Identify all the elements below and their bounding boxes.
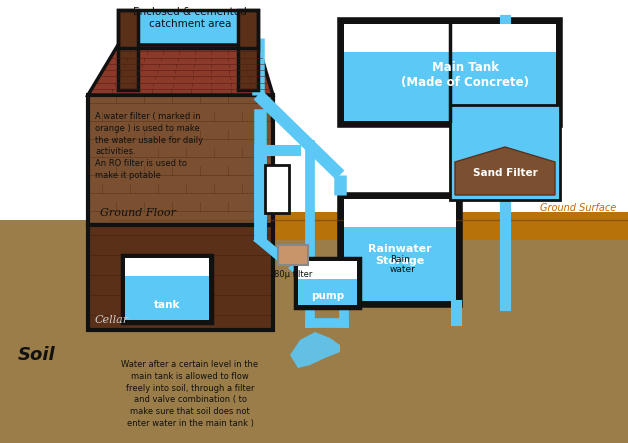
FancyBboxPatch shape: [238, 10, 258, 90]
Polygon shape: [290, 332, 340, 368]
FancyBboxPatch shape: [118, 10, 138, 90]
FancyBboxPatch shape: [0, 220, 628, 443]
Text: 80μ filter: 80μ filter: [274, 270, 312, 279]
FancyBboxPatch shape: [344, 227, 456, 301]
FancyBboxPatch shape: [344, 24, 556, 52]
FancyBboxPatch shape: [344, 199, 456, 227]
FancyBboxPatch shape: [88, 225, 273, 330]
FancyBboxPatch shape: [450, 105, 560, 200]
Text: Water after a certain level in the
main tank is allowed to flow
freely into soil: Water after a certain level in the main …: [121, 360, 259, 428]
FancyBboxPatch shape: [125, 258, 209, 276]
Text: Main Tank
(Made of Concrete): Main Tank (Made of Concrete): [401, 61, 529, 89]
Text: Rainwater
Storage: Rainwater Storage: [368, 244, 432, 266]
FancyBboxPatch shape: [88, 95, 273, 225]
Text: Cellar: Cellar: [95, 315, 129, 325]
FancyBboxPatch shape: [0, 0, 628, 220]
FancyBboxPatch shape: [110, 212, 628, 240]
FancyBboxPatch shape: [344, 52, 556, 121]
Text: A water filter ( marked in
orange ) is used to make
the water usable for daily
a: A water filter ( marked in orange ) is u…: [95, 112, 203, 180]
Text: Sand Filter: Sand Filter: [473, 168, 538, 179]
Text: pump: pump: [311, 291, 344, 301]
Text: Soil: Soil: [18, 346, 56, 364]
FancyBboxPatch shape: [125, 276, 209, 320]
Polygon shape: [455, 147, 555, 195]
Text: Ground Surface: Ground Surface: [540, 203, 616, 213]
Polygon shape: [88, 45, 273, 95]
FancyBboxPatch shape: [340, 195, 460, 305]
FancyBboxPatch shape: [118, 10, 258, 48]
FancyBboxPatch shape: [295, 258, 360, 308]
FancyBboxPatch shape: [122, 255, 212, 323]
FancyBboxPatch shape: [340, 20, 560, 125]
FancyBboxPatch shape: [278, 245, 308, 265]
Text: Ground Floor: Ground Floor: [100, 208, 176, 218]
FancyBboxPatch shape: [298, 279, 357, 305]
FancyBboxPatch shape: [298, 261, 357, 279]
FancyBboxPatch shape: [265, 165, 289, 213]
Text: Enclosed & cemented
catchment area: Enclosed & cemented catchment area: [133, 7, 247, 29]
Text: Rain
water: Rain water: [390, 255, 416, 274]
Text: tank: tank: [154, 300, 180, 310]
